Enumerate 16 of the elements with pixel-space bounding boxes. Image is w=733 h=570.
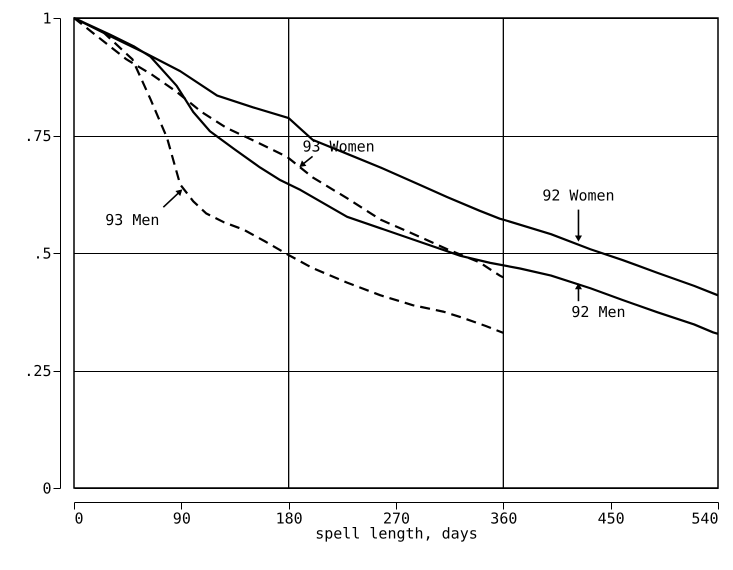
x-tick-label: 540	[691, 510, 718, 528]
x-axis-title: spell length, days	[315, 524, 478, 542]
x-tick-label: 270	[382, 510, 410, 528]
y-tick-label: 1	[42, 10, 52, 28]
annotation: 92 Men	[571, 303, 626, 322]
annotation: 92 Women	[542, 186, 615, 205]
y-tick-label: 0	[42, 480, 52, 498]
annotation: 93 Men	[105, 211, 160, 230]
x-tick-label: 450	[598, 510, 625, 528]
x-tick-label: 360	[490, 510, 518, 528]
x-tick-label: 90	[172, 510, 191, 528]
y-tick-label: .75	[24, 127, 52, 145]
y-tick-label: .25	[24, 362, 52, 380]
x-tick-label: 0	[74, 510, 84, 528]
x-tick-label: 180	[276, 510, 303, 528]
y-tick-label: .5	[33, 244, 52, 262]
